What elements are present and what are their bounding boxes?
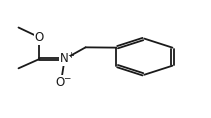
Text: −: −	[63, 73, 70, 82]
Text: O: O	[56, 76, 65, 89]
Text: N: N	[60, 53, 69, 65]
Text: O: O	[35, 31, 44, 44]
Text: +: +	[67, 51, 74, 60]
